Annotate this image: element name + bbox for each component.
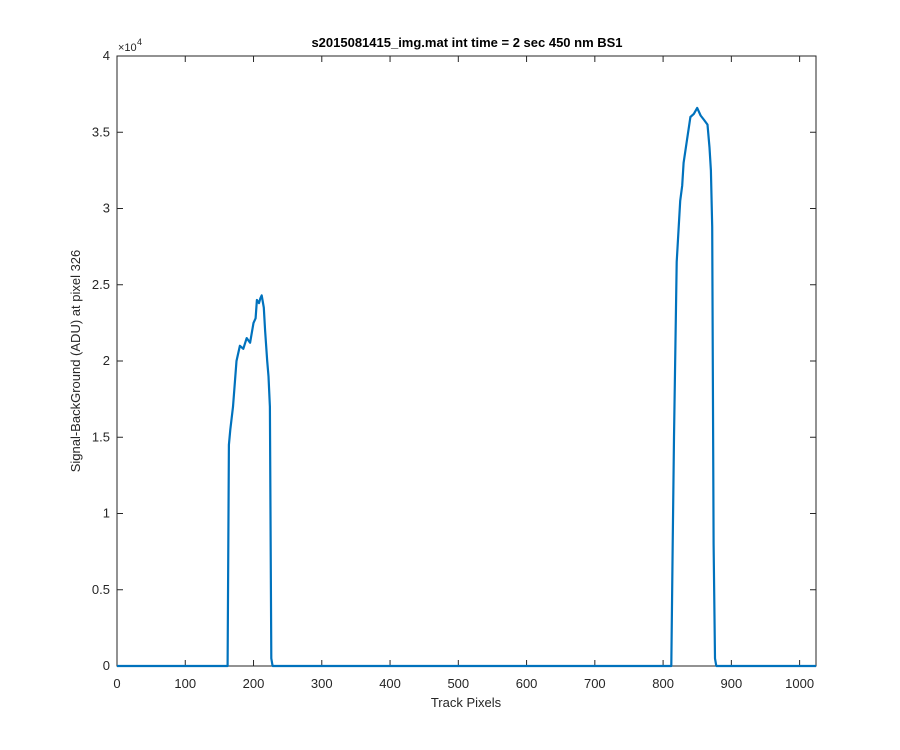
y-tick-label: 2.5 [92,277,110,292]
y-tick-label: 3.5 [92,124,110,139]
y-exponent-power: 4 [137,37,142,47]
x-tick-label: 800 [652,676,674,691]
x-tick-label: 300 [311,676,333,691]
y-tick-labels: 0 0.5 1 1.5 2 2.5 3 3.5 4 [92,48,110,673]
series-line-1 [117,106,816,668]
x-tick-label: 500 [447,676,469,691]
chart-title: s2015081415_img.mat int time = 2 sec 450… [311,35,622,50]
x-tick-label: 200 [243,676,265,691]
x-tick-labels: 0 100 200 300 400 500 600 700 800 900 1000 [113,676,814,691]
plot-area [116,55,817,667]
y-tick-label: 2 [103,353,110,368]
y-tick-label: 0.5 [92,582,110,597]
y-tick-label: 1 [103,506,110,521]
x-tick-label: 900 [721,676,743,691]
x-tick-label: 0 [113,676,120,691]
y-axis-label: Signal-BackGround (ADU) at pixel 326 [68,250,83,473]
y-tick-label: 1.5 [92,429,110,444]
y-tick-label: 3 [103,201,110,216]
x-axis-label: Track Pixels [431,695,502,710]
axes-frame [116,55,817,667]
x-tick-label: 700 [584,676,606,691]
y-tick-label: 0 [103,658,110,673]
y-exponent-base: ×10 [118,42,137,54]
x-tick-label: 1000 [785,676,814,691]
x-tick-label: 400 [379,676,401,691]
x-tick-label: 100 [174,676,196,691]
series-layer [117,106,816,668]
y-axis-exponent: ×10 4 [118,37,142,54]
x-tick-label: 600 [516,676,538,691]
y-tick-label: 4 [103,48,110,63]
